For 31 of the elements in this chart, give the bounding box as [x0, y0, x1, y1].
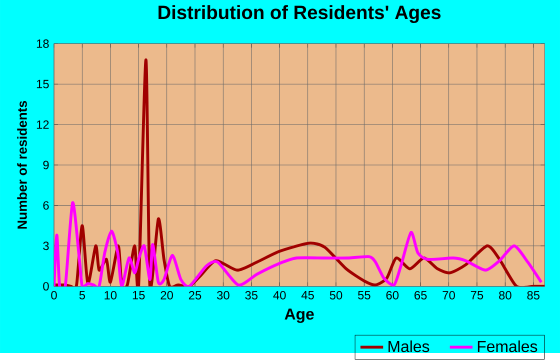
- y-tick-label: 18: [36, 40, 49, 48]
- x-tick-label: 5: [79, 291, 86, 300]
- x-tick-label: 30: [217, 291, 230, 300]
- y-tick-label: 15: [36, 80, 49, 88]
- x-tick-label: 0: [51, 291, 57, 300]
- x-tick-label: 75: [470, 291, 484, 300]
- x-tick-label: 65: [414, 291, 427, 300]
- x-tick-label: 20: [160, 291, 173, 300]
- x-tick-label: 15: [132, 291, 145, 300]
- x-tick-label: 50: [330, 291, 342, 300]
- x-axis-title: Age: [284, 308, 314, 324]
- x-tick-label: 40: [273, 291, 286, 300]
- x-tick-label: 35: [245, 291, 258, 300]
- y-tick-label: 3: [43, 242, 49, 250]
- x-tick-label: 60: [386, 291, 399, 300]
- x-tick-label: 80: [499, 291, 512, 300]
- x-tick-label: 85: [527, 291, 540, 300]
- x-tick-label: 55: [358, 291, 370, 300]
- y-tick-label: 12: [36, 120, 49, 129]
- x-tick-label: 45: [301, 291, 314, 300]
- y-tick-label: 9: [43, 160, 49, 170]
- legend-label: Males: [388, 340, 430, 352]
- y-axis-title: Number of residents: [17, 101, 27, 229]
- x-tick-label: 70: [442, 291, 455, 300]
- chart-title: Distribution of Residents' Ages: [158, 5, 441, 24]
- x-tick-label: 10: [104, 291, 117, 300]
- x-tick-label: 25: [188, 291, 202, 300]
- line-series: [54, 201, 543, 287]
- legend-label: Females: [478, 340, 538, 352]
- y-tick-label: 0: [43, 282, 49, 291]
- y-tick-label: 6: [43, 201, 49, 210]
